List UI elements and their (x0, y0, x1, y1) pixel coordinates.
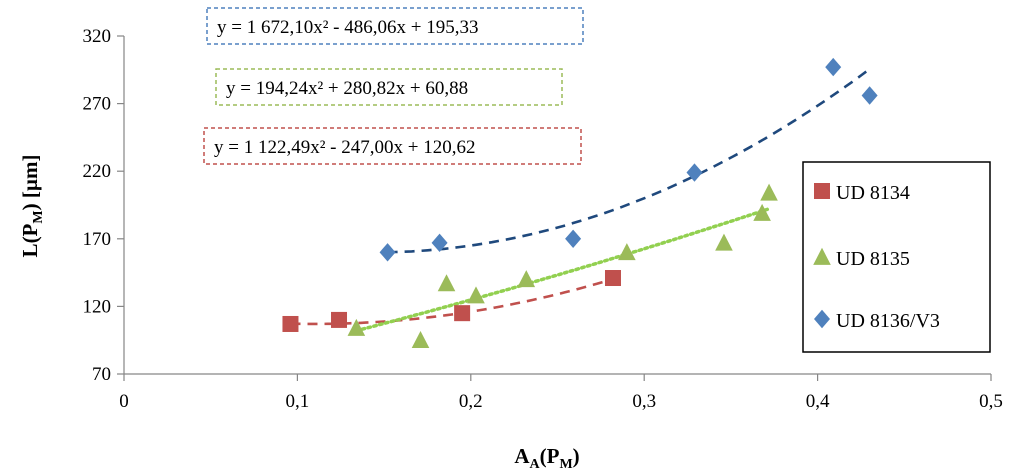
data-point (604, 270, 621, 287)
x-tick-label: 0,4 (806, 391, 830, 412)
legend: UD 8134 UD 8135 UD 8136/V3 (802, 161, 991, 353)
trend-equation: y = 1 672,10x² - 486,06x + 195,33 (217, 17, 478, 38)
data-point (715, 233, 733, 251)
data-point (517, 270, 536, 288)
data-point (454, 305, 471, 322)
trend-line (354, 207, 771, 333)
y-tick-label: 120 (83, 296, 112, 317)
data-point (825, 57, 842, 77)
data-point (753, 203, 771, 221)
equation-box (206, 7, 584, 45)
trend-equation: y = 1 122,49x² - 247,00x + 120,62 (214, 137, 475, 158)
legend-marker (814, 183, 830, 199)
data-point (861, 86, 878, 105)
trend-equation: y = 194,24x² + 280,82x + 60,88 (226, 78, 468, 99)
data-point (467, 286, 485, 304)
x-tick-label: 0,5 (979, 391, 1003, 412)
legend-label: UD 8135 (836, 248, 910, 270)
trend-lines (290, 68, 871, 333)
data-point (411, 331, 430, 349)
axes (117, 35, 992, 381)
x-tick-label: 0,2 (459, 391, 483, 412)
y-tick-label: 320 (83, 26, 112, 47)
legend-marker (813, 247, 831, 265)
axis-titles: AA(PM) L(PM) [µm] (18, 155, 580, 472)
legend-marker (814, 309, 830, 329)
data-point (686, 163, 703, 182)
y-tick-label: 270 (83, 94, 112, 115)
data-point (760, 183, 778, 201)
x-tick-label: 0 (119, 391, 129, 412)
legend-label: UD 8134 (836, 182, 910, 204)
y-tick-label: 170 (83, 229, 112, 250)
data-point (379, 243, 396, 262)
legend-box (802, 161, 991, 353)
trend-equations: y = 1 672,10x² - 486,06x + 195,33 y = 194… (203, 7, 584, 165)
legend-label: UD 8136/V3 (836, 310, 940, 332)
data-point (347, 318, 366, 336)
data-point (565, 229, 582, 248)
x-tick-label: 0,3 (632, 391, 656, 412)
y-tick-label: 70 (92, 364, 111, 385)
equation-box (203, 127, 582, 165)
trend-line (387, 68, 871, 254)
y-axis-title: L(PM) [µm] (18, 155, 46, 258)
data-points (282, 57, 878, 349)
data-point (282, 315, 299, 332)
x-tick-label: 0,1 (286, 391, 310, 412)
x-axis-title: AA(PM) (514, 444, 579, 472)
equation-box (215, 68, 563, 106)
y-tick-label: 220 (83, 161, 112, 182)
data-point (618, 243, 636, 261)
tick-labels: 70 120 170 220 270 320 0 0,1 0,2 0,3 0,4 0,5 (83, 26, 1003, 412)
data-point (437, 274, 456, 292)
data-point (331, 311, 348, 328)
data-point (431, 233, 448, 253)
